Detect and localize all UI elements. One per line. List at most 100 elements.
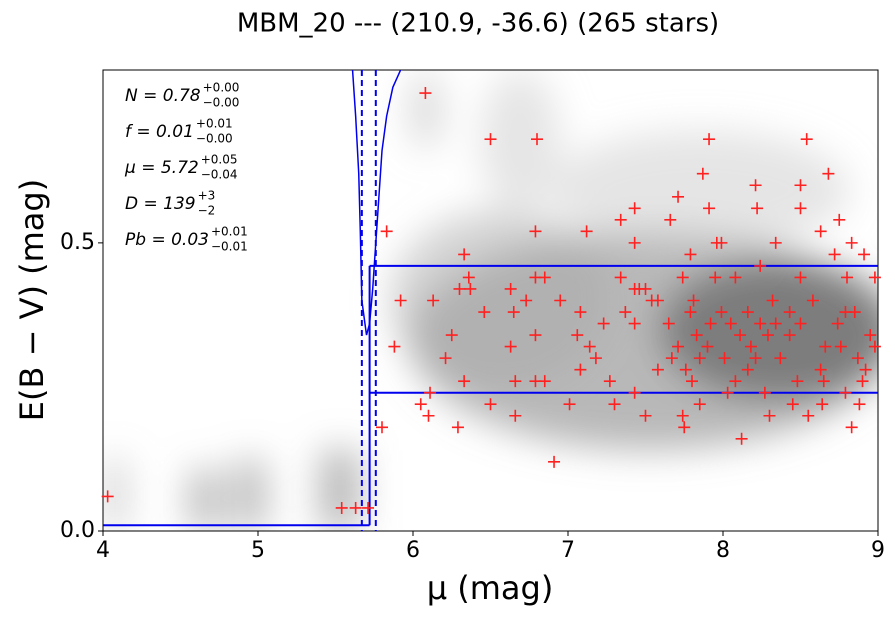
star-marker xyxy=(729,375,742,388)
star-marker xyxy=(608,398,621,411)
star-marker xyxy=(868,271,881,284)
star-marker xyxy=(574,363,587,376)
star-marker xyxy=(751,202,764,215)
x-tick-label: 8 xyxy=(716,538,730,563)
star-marker xyxy=(864,329,877,342)
star-marker xyxy=(538,271,551,284)
star-marker xyxy=(529,225,542,238)
star-marker xyxy=(715,236,728,249)
star-marker xyxy=(529,329,542,342)
star-marker xyxy=(791,375,804,388)
star-marker xyxy=(427,294,440,307)
annotation-sup: +0.01 xyxy=(211,225,248,239)
x-tick-label: 6 xyxy=(406,538,420,563)
star-marker xyxy=(101,490,114,503)
star-marker xyxy=(676,409,689,422)
star-marker xyxy=(715,306,728,319)
star-marker xyxy=(687,294,700,307)
star-marker xyxy=(422,409,435,422)
star-marker xyxy=(834,340,847,353)
star-marker xyxy=(664,213,677,226)
star-marker xyxy=(856,375,869,388)
star-marker xyxy=(858,248,871,261)
star-marker xyxy=(831,317,844,330)
distance-curve xyxy=(351,70,402,336)
star-marker xyxy=(362,501,375,514)
star-marker xyxy=(478,306,491,319)
annotation-sub: −0.00 xyxy=(203,96,240,110)
star-marker xyxy=(724,317,737,330)
star-marker xyxy=(686,375,698,388)
star-marker xyxy=(574,306,587,319)
star-marker xyxy=(676,271,689,284)
star-marker xyxy=(693,352,706,365)
star-marker xyxy=(538,375,551,388)
star-marker xyxy=(814,363,827,376)
star-marker xyxy=(794,202,807,215)
star-marker xyxy=(783,329,796,342)
star-marker xyxy=(614,213,627,226)
star-marker xyxy=(704,317,717,330)
y-tick-label: 0.5 xyxy=(60,230,95,255)
star-marker xyxy=(845,236,858,249)
star-marker xyxy=(507,306,520,319)
annotation-sub: −0.00 xyxy=(196,132,233,146)
star-marker xyxy=(451,421,464,434)
star-marker xyxy=(794,317,807,330)
star-marker xyxy=(786,398,799,411)
star-marker xyxy=(628,317,641,330)
annotation-text: Pb = 0.03 xyxy=(125,230,209,250)
star-marker xyxy=(684,248,697,261)
star-marker xyxy=(520,294,533,307)
star-marker xyxy=(464,282,477,295)
star-marker xyxy=(651,294,664,307)
star-marker xyxy=(504,340,517,353)
star-marker xyxy=(394,294,407,307)
y-tick-label: 0.0 xyxy=(60,518,95,543)
star-marker xyxy=(859,363,872,376)
star-marker xyxy=(783,306,796,319)
star-marker xyxy=(614,271,627,284)
star-marker xyxy=(445,329,458,342)
star-marker xyxy=(819,340,832,353)
star-marker xyxy=(718,352,731,365)
star-marker xyxy=(703,133,716,146)
star-marker xyxy=(758,386,771,399)
star-marker xyxy=(696,167,709,180)
annotation-sup: +0.01 xyxy=(196,117,233,131)
star-marker xyxy=(744,340,757,353)
star-marker xyxy=(672,340,685,353)
star-marker xyxy=(504,282,517,295)
star-marker xyxy=(761,329,774,342)
x-tick-label: 9 xyxy=(871,538,885,563)
star-marker xyxy=(662,317,675,330)
star-marker xyxy=(833,213,846,226)
annotation-sup: +3 xyxy=(198,189,216,203)
star-marker xyxy=(509,409,522,422)
star-marker xyxy=(774,352,787,365)
annotation-text: N = 0.78 xyxy=(125,86,201,106)
star-marker xyxy=(814,225,827,238)
star-marker xyxy=(462,271,475,284)
x-tick-label: 5 xyxy=(251,538,265,563)
annotation-text: μ = 5.72 xyxy=(124,158,199,178)
annotation-text: f = 0.01 xyxy=(125,122,194,142)
star-marker xyxy=(851,352,864,365)
star-marker xyxy=(554,294,567,307)
annotation-sub: −0.04 xyxy=(201,168,238,182)
star-marker xyxy=(458,375,471,388)
star-marker xyxy=(763,409,776,422)
star-marker xyxy=(703,202,716,215)
star-marker xyxy=(484,133,497,146)
star-marker xyxy=(548,455,561,468)
star-marker xyxy=(597,317,610,330)
star-marker xyxy=(376,421,388,434)
star-marker xyxy=(794,271,807,284)
star-marker xyxy=(709,271,722,284)
star-marker xyxy=(693,398,706,411)
star-marker xyxy=(628,386,641,399)
star-marker xyxy=(419,87,432,100)
star-marker xyxy=(822,167,835,180)
star-marker xyxy=(453,282,466,295)
